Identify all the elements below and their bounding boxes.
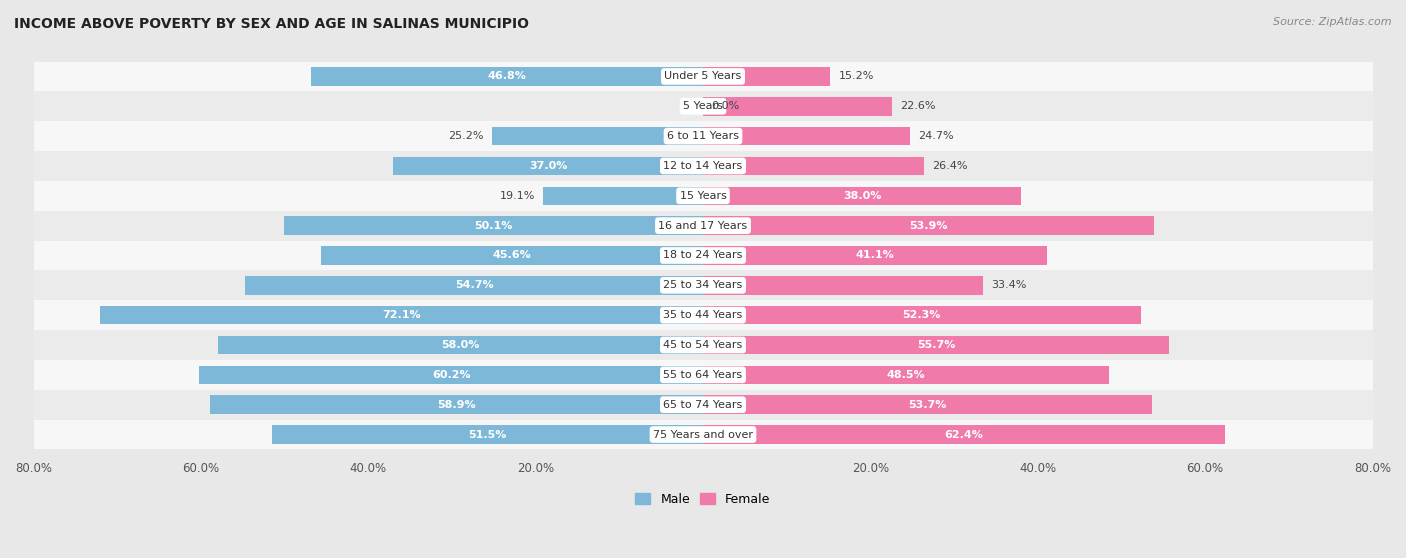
Bar [17,121,1389,151]
Bar [100,306,703,324]
Bar [703,217,1154,235]
Bar [703,336,1170,354]
Bar [17,61,1389,92]
Bar [17,240,1389,271]
Text: 25 to 34 Years: 25 to 34 Years [664,280,742,290]
Bar [17,360,1389,389]
Text: 55.7%: 55.7% [917,340,955,350]
Bar [703,157,924,175]
Text: 52.3%: 52.3% [903,310,941,320]
Bar [703,127,910,146]
Text: 5 Years: 5 Years [683,102,723,111]
Bar [17,300,1389,330]
Text: 12 to 14 Years: 12 to 14 Years [664,161,742,171]
Bar [703,67,830,86]
Bar [311,67,703,86]
Bar [703,186,1021,205]
Bar [17,389,1389,420]
Text: 45.6%: 45.6% [494,251,531,261]
Text: 35 to 44 Years: 35 to 44 Years [664,310,742,320]
Bar [394,157,703,175]
Text: 15.2%: 15.2% [838,71,875,81]
Bar [17,181,1389,211]
Text: INCOME ABOVE POVERTY BY SEX AND AGE IN SALINAS MUNICIPIO: INCOME ABOVE POVERTY BY SEX AND AGE IN S… [14,17,529,31]
Bar [284,217,703,235]
Bar [703,276,983,295]
Text: 75 Years and over: 75 Years and over [652,430,754,440]
Bar [209,396,703,414]
Bar [703,425,1225,444]
Text: 37.0%: 37.0% [529,161,568,171]
Text: 25.2%: 25.2% [449,131,484,141]
Text: 60.2%: 60.2% [432,370,471,380]
Legend: Male, Female: Male, Female [630,488,776,511]
Text: 0.0%: 0.0% [711,102,740,111]
Bar [17,271,1389,300]
Text: 41.1%: 41.1% [856,251,894,261]
Text: 62.4%: 62.4% [945,430,984,440]
Bar [703,306,1140,324]
Text: 53.9%: 53.9% [910,220,948,230]
Text: 58.9%: 58.9% [437,400,475,410]
Bar [322,246,703,264]
Text: 6 to 11 Years: 6 to 11 Years [666,131,740,141]
Bar [17,211,1389,240]
Text: 53.7%: 53.7% [908,400,946,410]
Text: 72.1%: 72.1% [382,310,420,320]
Text: 65 to 74 Years: 65 to 74 Years [664,400,742,410]
Text: 51.5%: 51.5% [468,430,506,440]
Text: 22.6%: 22.6% [900,102,936,111]
Bar [17,420,1389,449]
Text: 48.5%: 48.5% [887,370,925,380]
Text: 19.1%: 19.1% [499,191,534,201]
Bar [218,336,703,354]
Text: 55 to 64 Years: 55 to 64 Years [664,370,742,380]
Text: 33.4%: 33.4% [991,280,1026,290]
Text: 18 to 24 Years: 18 to 24 Years [664,251,742,261]
Text: 24.7%: 24.7% [918,131,953,141]
Bar [703,396,1153,414]
Bar [703,365,1109,384]
Bar [271,425,703,444]
Bar [200,365,703,384]
Bar [703,246,1047,264]
Text: 58.0%: 58.0% [441,340,479,350]
Bar [492,127,703,146]
Bar [245,276,703,295]
Text: 46.8%: 46.8% [488,71,527,81]
Bar [17,330,1389,360]
Bar [703,97,893,116]
Text: 45 to 54 Years: 45 to 54 Years [664,340,742,350]
Text: 26.4%: 26.4% [932,161,967,171]
Bar [543,186,703,205]
Text: 15 Years: 15 Years [679,191,727,201]
Text: 16 and 17 Years: 16 and 17 Years [658,220,748,230]
Bar [17,92,1389,121]
Text: 50.1%: 50.1% [474,220,513,230]
Text: Source: ZipAtlas.com: Source: ZipAtlas.com [1274,17,1392,27]
Text: 38.0%: 38.0% [842,191,882,201]
Bar [17,151,1389,181]
Text: Under 5 Years: Under 5 Years [665,71,741,81]
Text: 54.7%: 54.7% [454,280,494,290]
